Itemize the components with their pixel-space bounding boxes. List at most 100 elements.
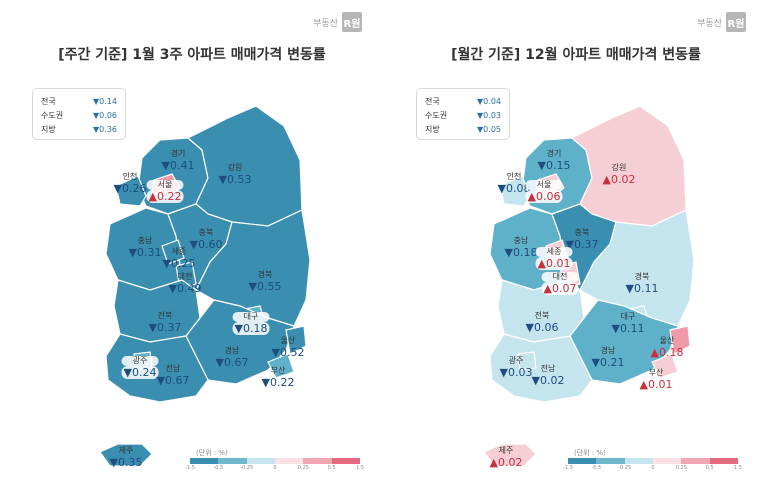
region-value: ▼0.15 — [537, 159, 571, 172]
weekly-summary-box: 전국 ▼0.14 수도권 ▼0.06 지방 ▼0.36 — [32, 88, 126, 140]
summary-value: ▼0.05 — [477, 124, 501, 134]
region-value: ▲0.01 — [639, 378, 673, 391]
legend-bar — [190, 458, 360, 464]
region-value: ▼0.53 — [218, 173, 252, 186]
region-value: ▲0.01 — [535, 257, 573, 270]
region-sejong[interactable] — [161, 239, 185, 265]
region-value: ▼0.02 — [531, 374, 565, 387]
region-value: ▲0.02 — [489, 456, 523, 469]
region-name: 경기 — [170, 149, 186, 158]
summary-value: ▼0.06 — [93, 110, 117, 120]
label-daegu: 대구 ▼0.11 — [612, 312, 645, 335]
region-name: 전남 — [540, 364, 556, 373]
monthly-map-title: [월간 기준] 12월 아파트 매매가격 변동률 — [451, 47, 701, 63]
summary-row: 지방 ▼0.05 — [425, 122, 501, 136]
region-incheon[interactable] — [115, 175, 147, 207]
legend-swatch — [568, 458, 597, 464]
region-name: 경북 — [257, 270, 273, 279]
region-gwangju[interactable] — [517, 351, 537, 371]
region-value: ▲0.06 — [525, 190, 563, 203]
label-jeonnam: 전남 ▼0.67 — [157, 364, 190, 387]
brand-text: 부동산 — [697, 18, 722, 29]
summary-row: 수도권 ▼0.06 — [41, 108, 117, 122]
region-name: 세종 — [535, 247, 573, 257]
region-name: 대전 — [541, 272, 579, 282]
region-value: ▼0.55 — [248, 280, 282, 293]
region-name: 광주 — [508, 356, 524, 365]
region-ulsan[interactable] — [285, 325, 307, 355]
region-name: 경기 — [546, 149, 562, 158]
region-name: 경남 — [600, 346, 616, 355]
region-ulsan[interactable] — [669, 325, 691, 355]
region-value: ▼0.18 — [504, 246, 538, 259]
legend-swatch — [246, 458, 275, 464]
region-value: ▼0.37 — [148, 321, 182, 334]
legend-tick-label: 0 — [273, 465, 277, 471]
label-daegu: 대구 ▼0.18 — [232, 312, 270, 335]
legend-swatch — [303, 458, 332, 464]
legend-tick-label: -0.5 — [213, 465, 224, 471]
region-jeju[interactable] — [99, 443, 153, 467]
region-value: ▼0.24 — [121, 366, 159, 379]
label-chungnam: 충남 ▼0.18 — [505, 236, 538, 259]
label-chungbuk: 충북 ▼0.60 — [190, 228, 223, 251]
legend-tick-label: 0.5 — [327, 465, 336, 471]
region-name: 경북 — [634, 272, 650, 281]
legend-swatch — [596, 458, 625, 464]
label-jeonnam: 전남 ▼0.02 — [532, 364, 565, 387]
region-value: ▼0.67 — [156, 374, 190, 387]
legend-unit: (단위 : %) — [574, 449, 606, 457]
label-incheon: 인천 ▼0.08 — [498, 172, 531, 195]
legend-tick-label: 1.5 — [734, 465, 742, 471]
label-jeonbuk: 전북 ▼0.06 — [526, 311, 559, 334]
legend-swatch — [681, 458, 710, 464]
region-jeonnam[interactable] — [489, 333, 593, 403]
region-busan[interactable] — [651, 353, 679, 379]
region-value: ▼0.60 — [189, 238, 223, 251]
label-ulsan: 울산 ▼0.52 — [272, 336, 305, 359]
label-jeju: 제주 ▼0.35 — [110, 446, 143, 469]
label-gangwon: 강원 ▲0.02 — [603, 163, 636, 186]
summary-label: 수도권 — [41, 110, 64, 120]
summary-value: ▼0.14 — [93, 96, 117, 106]
summary-value: ▼0.36 — [93, 124, 117, 134]
brand-badge: R원 — [342, 12, 362, 32]
region-name: 인천 — [122, 172, 138, 181]
region-value: ▼0.35 — [109, 456, 143, 469]
region-busan[interactable] — [267, 353, 295, 379]
brand-logo: 부동산 R원 — [697, 12, 746, 32]
legend-ticks: -1.5 -0.5 -0.25 0 0.25 0.5 1.5 — [563, 464, 742, 472]
legend-swatch — [624, 458, 653, 464]
label-seoul: 서울 ▲0.22 — [146, 180, 184, 203]
monthly-korea-map — [483, 105, 695, 467]
legend-tick-label: -1.5 — [185, 465, 195, 471]
label-sejong: 세종 ▲0.01 — [535, 247, 573, 270]
label-sejong: 세종 ▼0.25 — [163, 247, 196, 270]
legend-swatch — [709, 458, 738, 464]
summary-row: 전국 ▼0.04 — [425, 94, 501, 108]
label-gwangju: 광주 ▼0.03 — [500, 356, 533, 379]
region-name: 세종 — [171, 247, 187, 256]
monthly-map-panel: 부동산 R원 [월간 기준] 12월 아파트 매매가격 변동률 전국 ▼0.04 … — [384, 0, 768, 497]
region-name: 경남 — [224, 346, 240, 355]
region-value: ▼0.06 — [525, 321, 559, 334]
region-name: 서울 — [525, 180, 563, 190]
region-jeju[interactable] — [483, 443, 537, 467]
legend-tick-label: -0.25 — [240, 465, 254, 471]
region-name: 부산 — [270, 366, 286, 375]
region-name: 강원 — [611, 163, 627, 172]
region-value: ▼0.49 — [168, 282, 202, 295]
legend-scale: -1.5 -0.5 -0.25 0 0.25 0.5 1.5 — [563, 458, 742, 472]
label-jeju: 제주 ▲0.02 — [490, 446, 523, 469]
summary-row: 지방 ▼0.36 — [41, 122, 117, 136]
brand-badge: R원 — [726, 12, 746, 32]
summary-value: ▼0.04 — [477, 96, 501, 106]
region-name: 충남 — [137, 236, 153, 245]
label-ulsan: 울산 ▲0.18 — [651, 336, 684, 359]
region-name: 광주 — [121, 356, 159, 366]
weekly-map-title: [주간 기준] 1월 3주 아파트 매매가격 변동률 — [58, 47, 326, 63]
legend-ticks: -1.5 -0.5 -0.25 0 0.25 0.5 1.5 — [185, 464, 364, 472]
region-value: ▲0.07 — [541, 282, 579, 295]
region-name: 대전 — [177, 272, 193, 281]
legend-tick-label: -0.5 — [591, 465, 602, 471]
